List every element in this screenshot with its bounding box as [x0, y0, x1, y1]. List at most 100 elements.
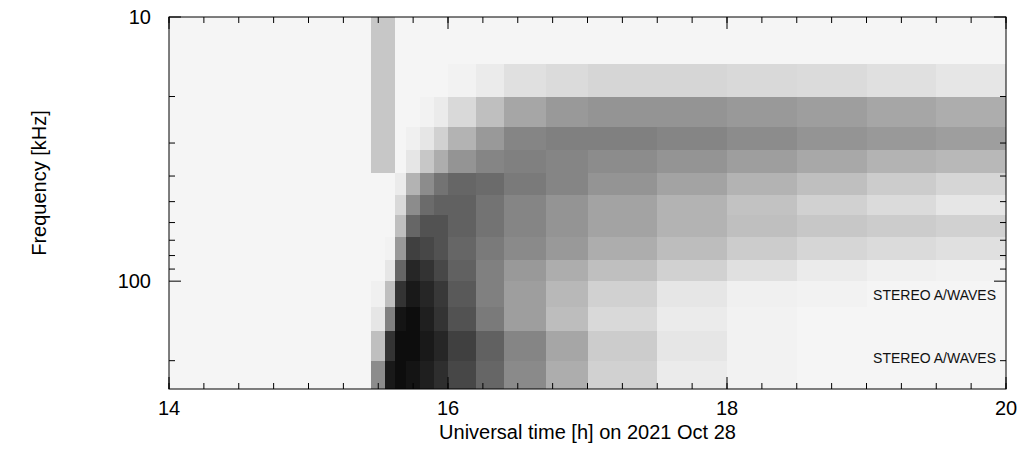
- y-tick-label: 100: [118, 270, 151, 292]
- x-tick: [169, 377, 170, 389]
- x-tick-label: 14: [158, 397, 180, 419]
- y-axis-title: Frequency [kHz]: [28, 110, 50, 256]
- cell: [434, 17, 449, 64]
- x-minor-tick: [727, 383, 728, 389]
- x-tick-top: [448, 17, 449, 29]
- cell: [371, 195, 386, 216]
- cell: [385, 281, 395, 307]
- cell: [420, 97, 435, 128]
- cell: [657, 331, 727, 361]
- cell: [395, 173, 407, 195]
- cell: [406, 195, 421, 216]
- cell: [657, 17, 727, 64]
- cell: [434, 237, 449, 260]
- cell: [657, 127, 727, 151]
- cell: [169, 307, 372, 332]
- cell: [371, 331, 386, 361]
- cell: [657, 237, 727, 260]
- cell: [504, 64, 546, 98]
- cell: [867, 307, 937, 332]
- cells: [169, 17, 1006, 389]
- cell: [395, 97, 407, 128]
- x-tick-top: [727, 17, 728, 29]
- cell: [371, 237, 386, 260]
- cell: [406, 307, 421, 332]
- cell: [797, 17, 867, 64]
- cell: [936, 195, 1006, 216]
- x-minor-tick: [169, 383, 170, 389]
- cell: [546, 173, 588, 195]
- y-minor-tick: [1000, 222, 1006, 223]
- y-minor-tick: [1000, 240, 1006, 241]
- x-minor-tick: [238, 383, 239, 389]
- x-minor-tick: [482, 383, 483, 389]
- x-minor-tick: [203, 17, 204, 23]
- cell: [169, 281, 372, 307]
- cell: [936, 260, 1006, 282]
- cell: [395, 64, 407, 98]
- cell: [420, 150, 435, 173]
- cell: [448, 64, 477, 98]
- x-minor-tick: [169, 17, 170, 23]
- annotation: STEREO A/WAVES: [873, 287, 996, 303]
- cell: [546, 307, 588, 332]
- y-minor-tick: [169, 255, 175, 256]
- x-minor-tick: [203, 383, 204, 389]
- cell: [371, 281, 386, 307]
- cell: [385, 97, 395, 128]
- x-minor-tick: [448, 383, 449, 389]
- cell: [657, 215, 727, 238]
- cell: [385, 215, 395, 238]
- cell: [727, 173, 797, 195]
- cell: [504, 173, 546, 195]
- cell: [434, 195, 449, 216]
- cell: [395, 215, 407, 238]
- cell: [588, 97, 658, 128]
- cell: [169, 97, 372, 128]
- cell: [420, 281, 435, 307]
- cell: [867, 237, 937, 260]
- x-minor-tick: [936, 383, 937, 389]
- cell: [406, 64, 421, 98]
- y-minor-tick: [169, 360, 175, 361]
- x-minor-tick: [866, 17, 867, 23]
- y-minor-tick: [169, 201, 175, 202]
- x-tick-label: 16: [437, 397, 459, 419]
- x-minor-tick: [831, 383, 832, 389]
- cell: [657, 260, 727, 282]
- cell: [588, 307, 658, 332]
- x-minor-tick: [761, 17, 762, 23]
- cell: [476, 17, 505, 64]
- cell: [588, 237, 658, 260]
- cell: [504, 260, 546, 282]
- cell: [448, 173, 477, 195]
- cell: [797, 307, 867, 332]
- cell: [434, 361, 449, 389]
- cell: [385, 331, 395, 361]
- x-axis-title: Universal time [h] on 2021 Oct 28: [439, 421, 736, 443]
- x-minor-tick: [552, 383, 553, 389]
- cell: [588, 150, 658, 173]
- cell: [588, 17, 658, 64]
- cell: [657, 173, 727, 195]
- y-minor-tick: [1000, 176, 1006, 177]
- frame: [169, 17, 1006, 389]
- cell: [169, 127, 372, 151]
- cell: [448, 361, 477, 389]
- cell: [385, 361, 395, 389]
- x-minor-tick: [413, 383, 414, 389]
- cell: [504, 215, 546, 238]
- x-minor-tick: [273, 383, 274, 389]
- cell: [657, 307, 727, 332]
- cell: [797, 260, 867, 282]
- cell: [448, 260, 477, 282]
- cell: [385, 195, 395, 216]
- x-minor-tick: [866, 383, 867, 389]
- cell: [546, 237, 588, 260]
- cell: [169, 361, 372, 389]
- cell: [406, 97, 421, 128]
- cell: [546, 64, 588, 98]
- cell: [936, 64, 1006, 98]
- x-minor-tick: [587, 383, 588, 389]
- cell: [395, 361, 407, 389]
